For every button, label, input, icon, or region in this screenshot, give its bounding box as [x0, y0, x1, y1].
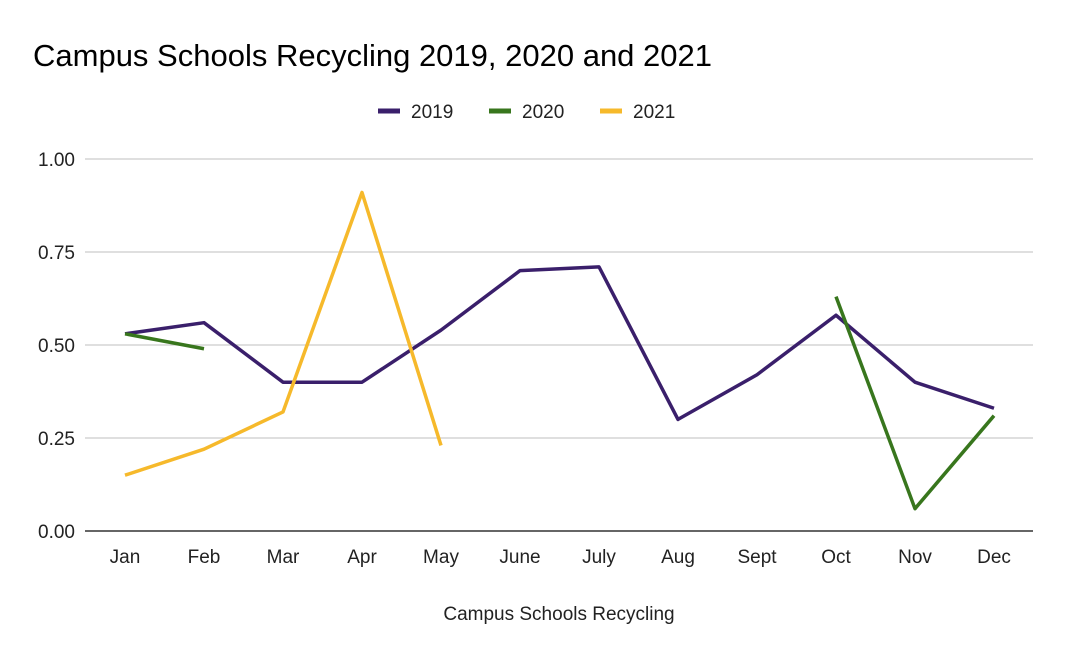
chart-title: Campus Schools Recycling 2019, 2020 and … [33, 38, 712, 73]
series-lines [124, 190, 996, 511]
series-line-2020 [834, 296, 996, 511]
x-tick-label: June [499, 547, 540, 568]
series-line-2019 [124, 265, 995, 422]
y-tick-label: 0.75 [38, 243, 75, 264]
x-tick-label: Aug [661, 547, 695, 568]
x-tick-label: Sept [737, 547, 777, 568]
series-line-2020 [124, 332, 205, 351]
x-axis-ticks: Jan Feb Mar Apr May June July Aug Sept Oct Nov Dec [110, 547, 1011, 568]
series-line-2021 [124, 190, 443, 477]
legend-label: 2020 [522, 102, 564, 123]
x-tick-label: Feb [188, 547, 221, 568]
x-tick-label: May [423, 547, 459, 568]
x-tick-label: Nov [898, 547, 932, 568]
y-tick-label: 0.00 [38, 522, 75, 543]
legend-label: 2019 [411, 102, 453, 123]
x-axis-label: Campus Schools Recycling [443, 604, 674, 625]
x-tick-label: July [582, 547, 616, 568]
y-tick-label: 0.50 [38, 336, 75, 357]
legend-label: 2021 [633, 102, 675, 123]
legend: 2019 2020 2021 [378, 102, 675, 123]
gridlines [85, 158, 1033, 532]
x-tick-label: Oct [821, 547, 851, 568]
x-tick-label: Apr [347, 547, 377, 568]
y-axis-ticks: 0.00 0.25 0.50 0.75 1.00 [38, 150, 75, 543]
y-tick-label: 0.25 [38, 429, 75, 450]
x-tick-label: Jan [110, 547, 141, 568]
x-tick-label: Mar [267, 547, 300, 568]
y-tick-label: 1.00 [38, 150, 75, 171]
x-tick-label: Dec [977, 547, 1011, 568]
